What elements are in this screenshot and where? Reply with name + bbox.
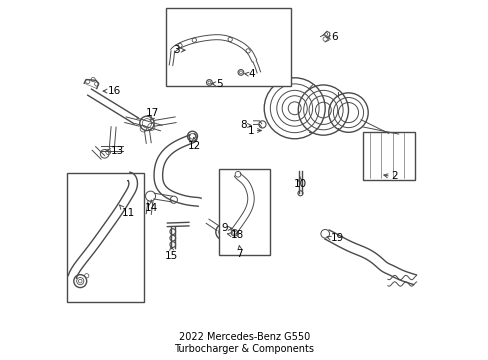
Text: 11: 11	[122, 208, 135, 217]
Text: 10: 10	[293, 179, 306, 189]
Text: 4: 4	[248, 69, 255, 79]
Text: 6: 6	[330, 32, 337, 42]
Text: 17: 17	[145, 108, 158, 118]
Bar	[165, 8, 290, 86]
Text: 3: 3	[173, 45, 180, 55]
Text: 14: 14	[144, 203, 158, 213]
Text: 12: 12	[187, 141, 201, 151]
Bar	[219, 169, 269, 255]
Text: 8: 8	[240, 121, 247, 130]
Text: 7: 7	[236, 249, 243, 259]
Text: 15: 15	[165, 251, 178, 261]
Text: 16: 16	[108, 86, 121, 96]
Text: 2: 2	[390, 171, 397, 181]
Text: 2022 Mercedes-Benz G550
Turbocharger & Components: 2022 Mercedes-Benz G550 Turbocharger & C…	[174, 332, 314, 354]
Text: 9: 9	[221, 224, 227, 233]
Text: 1: 1	[247, 126, 254, 135]
Bar	[362, 132, 414, 180]
Text: 13: 13	[111, 145, 124, 156]
Text: 19: 19	[330, 233, 343, 243]
Bar	[67, 173, 144, 302]
Text: 5: 5	[216, 79, 223, 89]
Text: 18: 18	[230, 230, 244, 239]
